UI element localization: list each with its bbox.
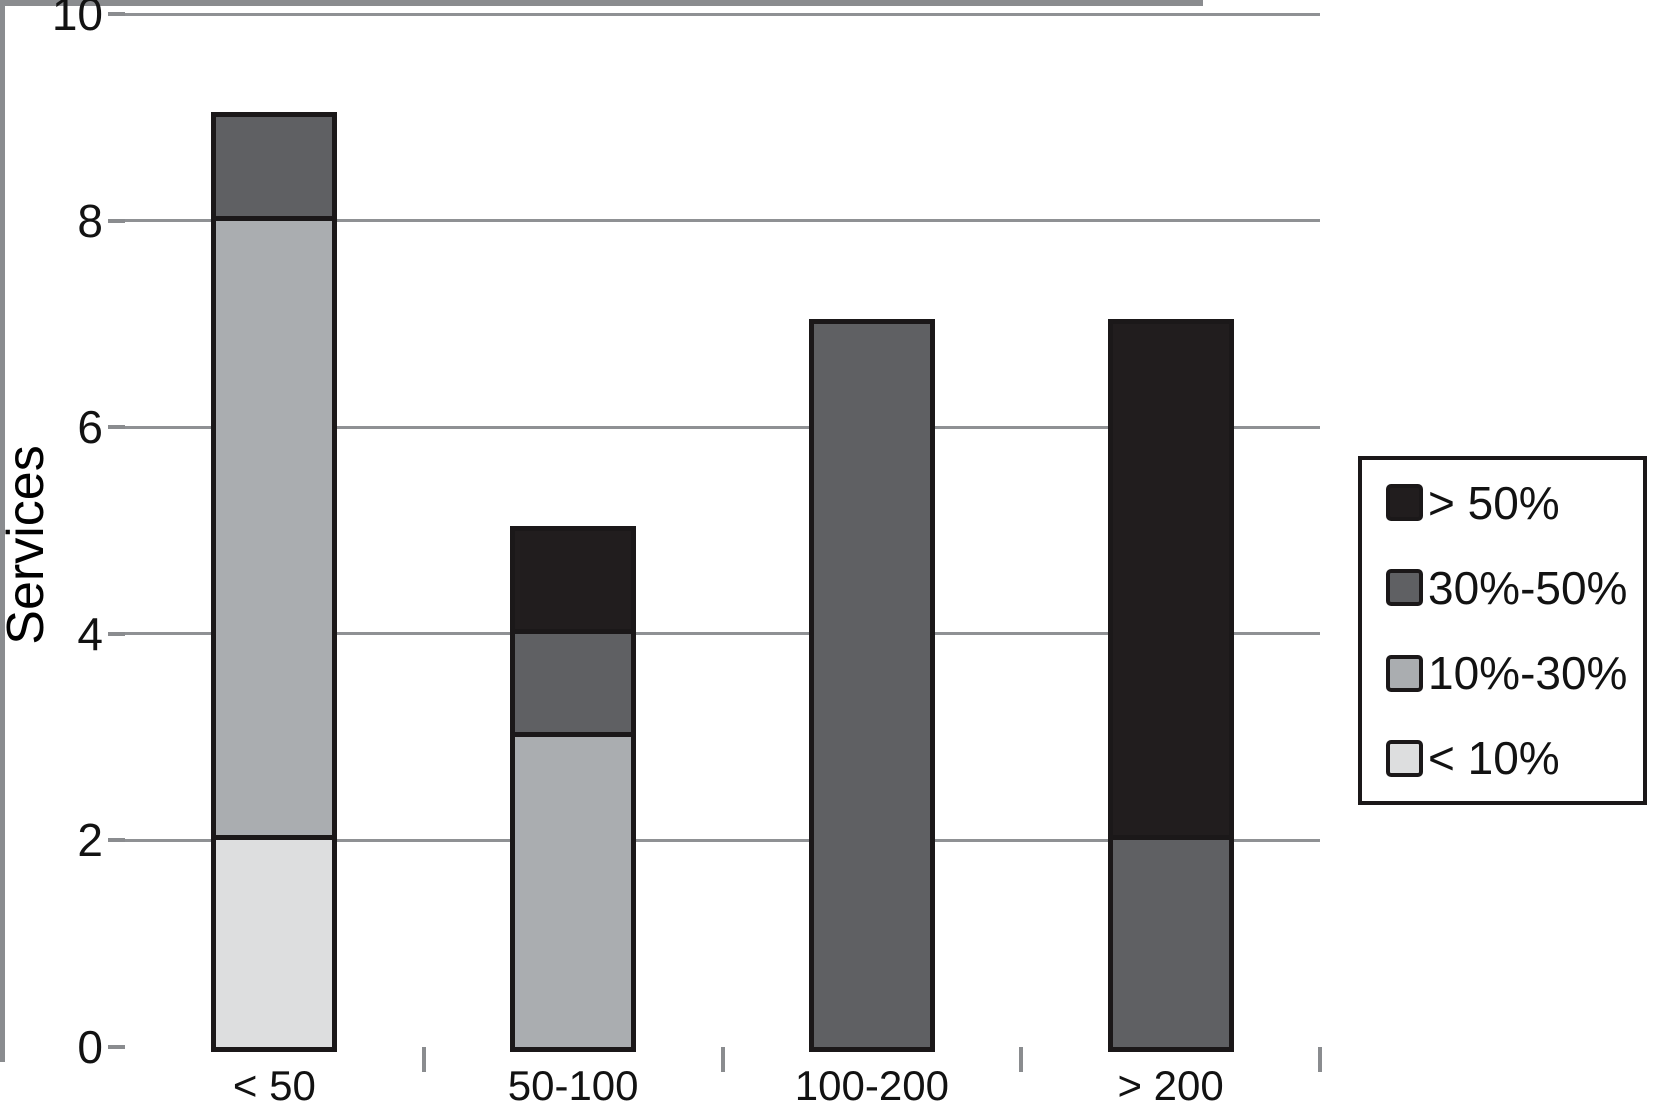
legend-swatch bbox=[1386, 654, 1423, 692]
gridline bbox=[125, 219, 1320, 223]
bar-segment bbox=[515, 633, 632, 738]
y-tick-label: 6 bbox=[77, 401, 103, 454]
bar-segment bbox=[216, 220, 333, 841]
bar-segment bbox=[1112, 323, 1229, 841]
legend-item: < 10% bbox=[1362, 733, 1643, 783]
y-tick-mark bbox=[108, 218, 125, 223]
y-tick-label: 4 bbox=[77, 607, 103, 660]
x-axis-line bbox=[0, 0, 1203, 6]
x-axis-category-label: > 200 bbox=[1117, 1062, 1224, 1109]
gridline bbox=[125, 12, 1320, 16]
legend-label: > 50% bbox=[1428, 476, 1560, 529]
bar bbox=[1107, 318, 1234, 1052]
bar bbox=[510, 525, 637, 1052]
legend-swatch bbox=[1386, 484, 1423, 522]
legend-label: 10%-30% bbox=[1428, 647, 1628, 700]
x-tick-mark bbox=[720, 1047, 725, 1072]
legend-swatch bbox=[1386, 569, 1423, 607]
y-tick-label: 0 bbox=[77, 1021, 103, 1073]
y-tick-label: 2 bbox=[77, 814, 103, 867]
y-tick-label: 10 bbox=[51, 0, 103, 40]
gridline bbox=[125, 838, 1320, 842]
bar bbox=[211, 112, 338, 1052]
y-tick-mark bbox=[108, 1045, 125, 1049]
bar-segment bbox=[515, 737, 632, 1047]
x-axis-category-label: 50-100 bbox=[507, 1062, 639, 1109]
y-tick-mark bbox=[108, 631, 125, 636]
legend-item: 10%-30% bbox=[1362, 648, 1643, 698]
bar-segment bbox=[515, 530, 632, 634]
x-axis-category-label: 100-200 bbox=[794, 1062, 949, 1109]
legend-item: 30%-50% bbox=[1362, 563, 1643, 613]
legend-item: > 50% bbox=[1362, 478, 1643, 528]
y-tick-label: 8 bbox=[77, 194, 103, 247]
x-tick-mark bbox=[1318, 1047, 1322, 1072]
y-tick-mark bbox=[108, 838, 125, 843]
x-tick-mark bbox=[421, 1047, 426, 1072]
gridline bbox=[125, 632, 1320, 636]
legend-label: < 10% bbox=[1428, 732, 1560, 785]
y-axis-title: Services bbox=[0, 445, 55, 645]
bar-segment bbox=[813, 323, 930, 1047]
y-tick-mark bbox=[108, 12, 125, 16]
bar-segment bbox=[216, 840, 333, 1047]
y-tick-mark bbox=[108, 425, 125, 430]
legend-swatch bbox=[1386, 739, 1423, 777]
gridline bbox=[125, 425, 1320, 429]
x-axis-category-label: < 50 bbox=[232, 1062, 316, 1109]
bar bbox=[808, 318, 935, 1052]
y-axis-line bbox=[0, 6, 5, 1062]
bar-segment bbox=[1112, 840, 1229, 1047]
bar-segment bbox=[216, 117, 333, 221]
legend-label: 30%-50% bbox=[1428, 561, 1628, 614]
legend: > 50% 30%-50% 10%-30% < 10% bbox=[1358, 456, 1647, 805]
x-tick-mark bbox=[1019, 1047, 1024, 1072]
